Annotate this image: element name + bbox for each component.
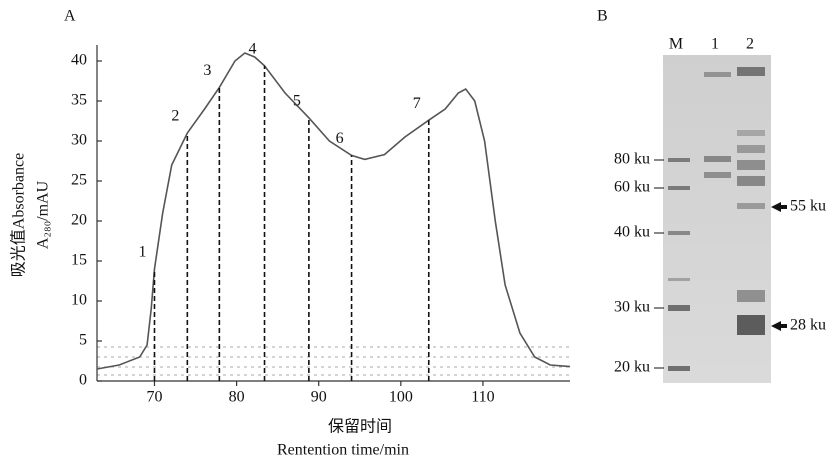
- fraction-label: 5: [293, 92, 301, 109]
- marker-label: 80 ku: [614, 151, 650, 168]
- y-tick-label: 5: [79, 332, 87, 349]
- y-tick-label: 0: [79, 372, 87, 389]
- x-tick-label: 90: [311, 389, 327, 406]
- fraction-label: 4: [249, 40, 257, 57]
- y-tick-label: 40: [71, 52, 87, 69]
- lane-label: 1: [711, 36, 719, 53]
- marker-label: 40 ku: [614, 224, 650, 241]
- line: [97, 53, 570, 369]
- y-tick-label: 20: [71, 212, 87, 229]
- y-tick-label: 35: [71, 92, 87, 109]
- x-tick-label: 110: [471, 389, 494, 406]
- fraction-label: 2: [171, 108, 179, 125]
- y-axis-title: A₂₈₀/mAU: [35, 180, 52, 249]
- lane-label: M: [669, 36, 683, 53]
- y-tick-label: 25: [71, 172, 87, 189]
- panel-label: B: [597, 8, 608, 25]
- y-tick-label: 10: [71, 292, 87, 309]
- x-axis-title: Rentention time/min: [277, 442, 409, 459]
- figure: A 保留时间 Rentention time/min 吸光值Absorbance…: [0, 0, 839, 462]
- panel-label: A: [64, 8, 76, 25]
- marker-label: 30 ku: [614, 299, 650, 316]
- fraction-label: 1: [138, 244, 146, 261]
- lane-label: 2: [746, 36, 754, 53]
- x-axis-title: 保留时间: [328, 418, 392, 436]
- marker-labels: 80 ku 60 ku 40 ku 30 ku 20 ku: [614, 151, 664, 376]
- marker-label: 60 ku: [614, 179, 650, 196]
- arrow-label: 28 ku: [790, 317, 826, 334]
- y-axis-title: 吸光值Absorbance: [10, 153, 28, 277]
- fraction-label: 3: [203, 62, 211, 79]
- marker-label: 20 ku: [614, 359, 650, 376]
- y-tick-label: 15: [71, 252, 87, 269]
- fraction-label: 6: [336, 130, 344, 147]
- fraction-label: 7: [413, 95, 421, 112]
- y-tick-label: 30: [71, 132, 87, 149]
- arrow-label: 55 ku: [790, 198, 826, 215]
- fraction-collector-marks: [97, 347, 570, 375]
- x-tick-label: 100: [389, 389, 413, 406]
- x-tick-label: 80: [229, 389, 245, 406]
- x-tick-label: 70: [146, 389, 162, 406]
- arrow-labels: 55 ku 28 ku: [771, 198, 826, 334]
